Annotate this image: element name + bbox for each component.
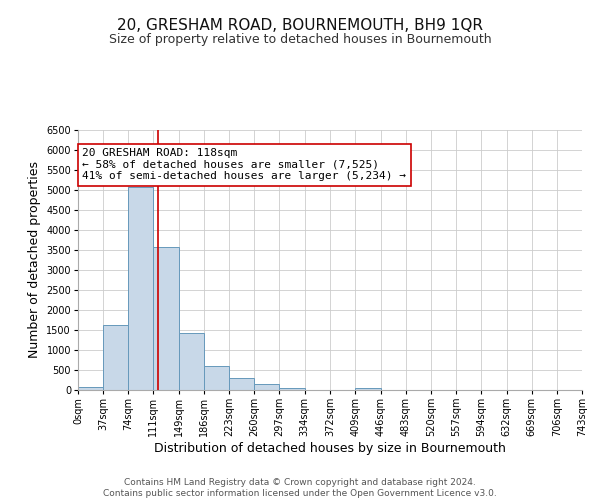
Bar: [179, 333, 204, 390]
Bar: [280, 388, 305, 390]
Y-axis label: Number of detached properties: Number of detached properties: [28, 162, 41, 358]
Text: Size of property relative to detached houses in Bournemouth: Size of property relative to detached ho…: [109, 32, 491, 46]
Text: Contains HM Land Registry data © Crown copyright and database right 2024.
Contai: Contains HM Land Registry data © Crown c…: [103, 478, 497, 498]
Bar: [355, 388, 380, 390]
X-axis label: Distribution of detached houses by size in Bournemouth: Distribution of detached houses by size …: [154, 442, 506, 455]
Bar: [78, 388, 103, 390]
Bar: [229, 378, 254, 390]
Bar: [103, 325, 128, 390]
Text: 20, GRESHAM ROAD, BOURNEMOUTH, BH9 1QR: 20, GRESHAM ROAD, BOURNEMOUTH, BH9 1QR: [117, 18, 483, 32]
Text: 20 GRESHAM ROAD: 118sqm
← 58% of detached houses are smaller (7,525)
41% of semi: 20 GRESHAM ROAD: 118sqm ← 58% of detache…: [82, 148, 406, 181]
Bar: [254, 384, 280, 390]
Bar: [153, 247, 179, 390]
Bar: [128, 187, 153, 390]
Bar: [204, 366, 229, 390]
